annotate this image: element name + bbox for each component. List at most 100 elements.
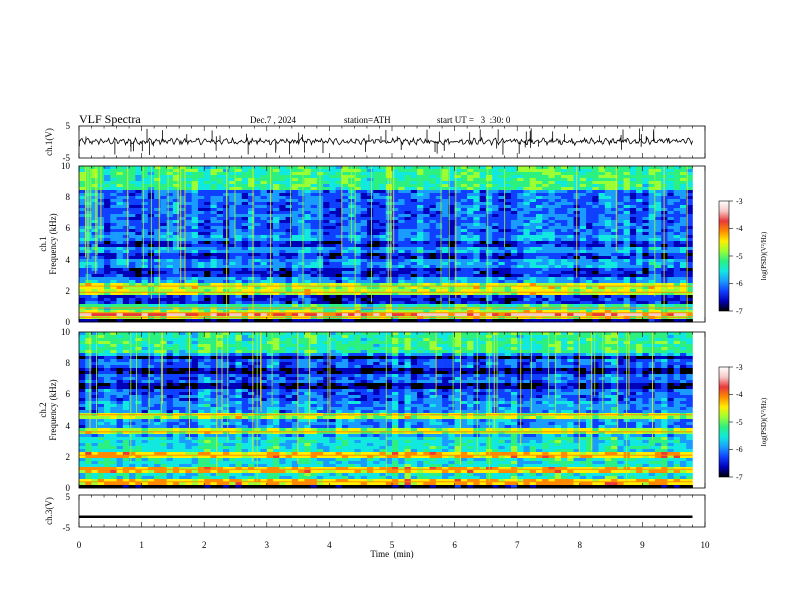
spectrogram-cell — [586, 229, 593, 233]
spectrogram-cell — [197, 166, 205, 170]
spectrogram-cell — [579, 187, 587, 191]
spectrogram-cell — [254, 199, 261, 203]
spectrogram-cell — [229, 289, 236, 293]
spectrogram-cell — [498, 199, 505, 203]
spectrogram-cell — [498, 268, 505, 272]
spectrogram-cell — [185, 271, 192, 275]
spectrogram-cell — [304, 184, 311, 188]
spectrogram-cell — [642, 190, 649, 194]
spectrogram-cell — [235, 244, 243, 248]
spectrogram-cell — [154, 217, 161, 221]
spectrogram-cell — [116, 196, 124, 200]
spectrogram-cell — [617, 205, 624, 209]
spectrogram-cell — [529, 166, 537, 170]
spectrogram-cell — [298, 178, 305, 182]
spectrogram-cell — [273, 259, 280, 263]
spectrogram-cell — [579, 247, 587, 251]
spectrogram-cell — [172, 208, 180, 212]
spectrogram-cell — [166, 211, 174, 215]
spectrogram-cell — [160, 247, 167, 251]
spectrogram-cell — [523, 244, 531, 248]
spectrogram-cell — [110, 232, 117, 236]
spectrogram-cell — [216, 235, 224, 239]
spectrogram-cell — [229, 181, 236, 185]
spectrogram-cell — [485, 211, 493, 215]
spectrogram-cell — [429, 211, 437, 215]
spectrogram-cell — [241, 280, 249, 284]
spectrogram-cell — [310, 208, 318, 212]
spectrogram-cell — [373, 169, 380, 173]
spectrogram-cell — [166, 208, 174, 212]
spectrogram-cell — [154, 262, 161, 266]
spectrogram-cell — [204, 223, 211, 227]
spectrogram-cell — [210, 244, 218, 248]
spectrogram-cell — [341, 253, 349, 257]
spectrogram-cell — [104, 196, 111, 200]
spectrogram-cell — [354, 217, 361, 221]
spectrogram-cell — [291, 241, 299, 245]
spectrogram-cell — [191, 208, 199, 212]
spectrogram-cell — [473, 283, 480, 287]
spectrogram-cell — [498, 184, 505, 188]
spectrogram-cell — [216, 190, 224, 194]
spectrogram-cell — [248, 283, 255, 287]
spectrogram-cell — [636, 301, 643, 305]
spectrogram-cell — [341, 235, 349, 239]
spectrogram-cell — [554, 292, 562, 296]
spectrogram-cell — [667, 202, 674, 206]
spectrogram-cell — [235, 220, 243, 224]
spectrogram-cell — [654, 259, 662, 263]
spectrogram-cell — [636, 202, 643, 206]
spectrogram-cell — [79, 217, 86, 221]
spectrogram-cell — [166, 301, 174, 305]
spectrogram-cell — [122, 232, 130, 236]
spectrogram-cell — [579, 223, 587, 227]
spectrogram-cell — [210, 271, 218, 275]
spectrogram-cell — [197, 259, 205, 263]
spectrogram-cell — [611, 301, 618, 305]
spectrogram-cell — [423, 244, 430, 248]
spectrogram-cell — [617, 289, 624, 293]
spectrogram-cell — [454, 175, 462, 179]
spectrogram-cell — [398, 166, 405, 170]
spectrogram-cell — [91, 250, 99, 254]
spectrogram-cell — [479, 223, 487, 227]
spectrogram-cell — [579, 208, 587, 212]
spectrogram-cell — [304, 265, 311, 269]
spectrogram-cell — [248, 253, 255, 257]
spectrogram-cell — [260, 217, 268, 221]
spectrogram-cell — [341, 298, 349, 302]
spectrogram-cell — [686, 190, 693, 194]
spectrogram-cell — [229, 232, 236, 236]
spectrogram-cell — [129, 313, 136, 317]
spectrogram-cell — [642, 208, 649, 212]
spectrogram-cell — [398, 232, 405, 236]
spectrogram-cell — [241, 196, 249, 200]
spectrogram-cell — [210, 178, 218, 182]
spectrogram-cell — [172, 277, 180, 281]
spectrogram-cell — [285, 208, 293, 212]
spectrogram-cell — [485, 271, 493, 275]
spectrogram-cell — [498, 196, 505, 200]
spectrogram-cell — [535, 214, 543, 218]
spectrogram-cell — [241, 205, 249, 209]
spectrogram-cell — [617, 253, 624, 257]
spectrogram-cell — [604, 271, 612, 275]
spectrogram-cell — [141, 208, 149, 212]
spectrogram-cell — [254, 241, 261, 245]
spectrogram-cell — [172, 181, 180, 185]
spectrogram-cell — [479, 283, 487, 287]
spectrogram-cell — [504, 283, 512, 287]
spectrogram-cell — [423, 169, 430, 173]
spectrogram-cell — [166, 223, 174, 227]
spectrogram-cell — [141, 286, 149, 290]
spectrogram-cell — [266, 196, 274, 200]
spectrogram-cell — [135, 301, 142, 305]
spectrogram-cell — [229, 301, 236, 305]
spectrogram-cell — [529, 262, 537, 266]
spectrogram-cell — [586, 199, 593, 203]
spectrogram-cell — [667, 208, 674, 212]
spectrogram-cell — [260, 178, 268, 182]
spectrogram-cell — [110, 307, 117, 311]
spectrogram-cell — [642, 259, 649, 263]
